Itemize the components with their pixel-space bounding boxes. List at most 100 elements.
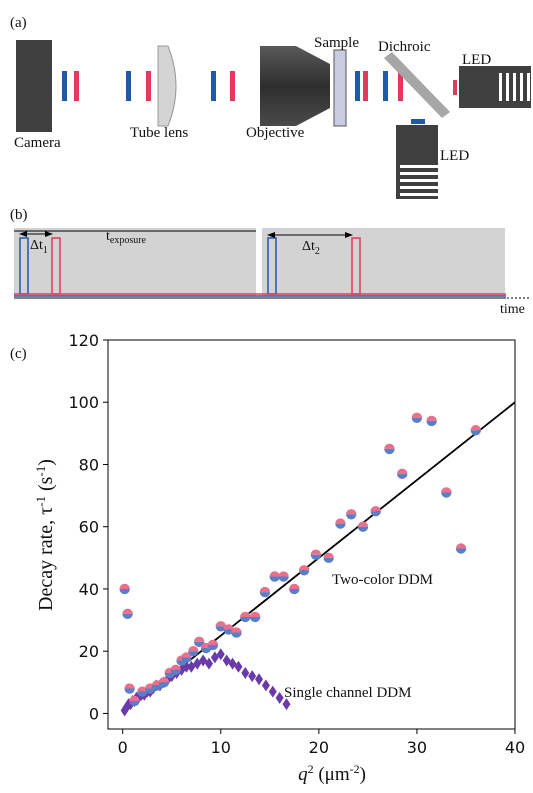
filter-blue-1 <box>62 71 67 101</box>
y-axis-ticks: 0 20 40 60 80 100 120 <box>68 331 108 723</box>
dt1-label: Δt1 <box>30 238 48 256</box>
panel-c-label: (c) <box>10 346 27 362</box>
single-channel-point <box>268 685 277 698</box>
two-color-point <box>289 583 300 595</box>
single-channel-point <box>261 679 270 692</box>
two-color-point <box>249 611 261 623</box>
y-tick-label: 0 <box>89 704 99 723</box>
two-color-point <box>357 521 369 532</box>
tube-lens-label: Tube lens <box>130 125 188 141</box>
single-channel-point <box>275 691 284 704</box>
filter-blue-3 <box>211 71 216 101</box>
sample-label: Sample <box>314 35 359 51</box>
texposure-label: texposure <box>106 229 147 246</box>
led-right-red-filter <box>453 80 457 95</box>
single-channel-series <box>120 648 291 717</box>
filter-red-4 <box>363 71 368 101</box>
single-channel-point <box>282 698 291 711</box>
y-tick-label: 40 <box>79 580 99 599</box>
led-right-label: LED <box>462 52 491 68</box>
dichroic-mirror <box>384 52 450 118</box>
filter-red-1 <box>74 71 79 101</box>
two-color-point <box>188 646 199 657</box>
x-tick-label: 30 <box>407 738 427 757</box>
two-color-series <box>119 412 481 707</box>
two-color-point <box>346 509 357 520</box>
x-tick-label: 10 <box>211 738 231 757</box>
annotation-two-color: Two-color DDM <box>332 572 433 588</box>
two-color-point <box>370 505 381 517</box>
led-bottom <box>396 125 438 199</box>
panel-c: (c) 0 10 20 30 40 0 20 40 60 80 100 120 Two-color … <box>10 331 525 785</box>
time-label: time <box>500 302 525 317</box>
led-right <box>459 66 531 108</box>
panel-a: (a) Camera Tube lens Objective Sample <box>10 15 531 199</box>
two-color-point <box>397 468 408 480</box>
two-color-point <box>170 664 181 676</box>
y-tick-label: 60 <box>79 518 99 537</box>
x-tick-label: 20 <box>309 738 329 757</box>
single-channel-point <box>216 648 225 661</box>
two-color-point <box>455 543 467 554</box>
single-channel-point <box>241 666 250 679</box>
two-color-point <box>240 611 251 623</box>
single-channel-point <box>255 673 264 686</box>
two-color-point <box>335 518 346 529</box>
dichroic-label: Dichroic <box>378 39 431 55</box>
two-color-point <box>298 565 310 576</box>
exposure-block-2 <box>262 228 505 296</box>
plot-frame <box>107 339 516 730</box>
panel-b: (b) Δt1 texposure Δt2 time <box>10 207 530 317</box>
filter-red-3 <box>230 71 235 101</box>
x-axis-label: q2 (μm-2) <box>298 762 366 785</box>
led-bottom-label: LED <box>440 148 469 164</box>
two-color-point <box>124 683 135 694</box>
x-tick-label: 40 <box>505 738 525 757</box>
annotation-single-channel: Single channel DDM <box>284 685 411 701</box>
dt2-label: Δt2 <box>302 239 320 257</box>
two-color-point <box>137 686 148 697</box>
panel-a-label: (a) <box>10 15 27 31</box>
exposure-block-1 <box>14 228 256 296</box>
two-color-point <box>119 583 130 595</box>
two-color-point <box>231 627 242 638</box>
two-color-point <box>158 677 170 688</box>
filter-red-2 <box>146 71 151 101</box>
two-color-point <box>411 412 423 423</box>
single-channel-point <box>248 670 257 683</box>
two-color-point <box>223 624 234 635</box>
two-color-point <box>269 571 280 582</box>
two-color-point <box>278 571 289 582</box>
two-color-point <box>470 425 481 436</box>
x-tick-label: 0 <box>118 738 128 757</box>
two-color-point <box>426 415 437 427</box>
camera-body <box>16 40 52 132</box>
two-color-point <box>310 549 322 560</box>
two-color-point <box>129 695 140 707</box>
objective-body <box>260 46 330 126</box>
tube-lens <box>157 45 177 127</box>
filter-blue-2 <box>126 71 131 101</box>
two-color-point <box>215 621 226 632</box>
two-color-point <box>384 443 395 455</box>
filter-blue-4 <box>355 71 360 101</box>
single-channel-point <box>234 660 243 673</box>
sample-slide <box>333 49 347 127</box>
y-tick-label: 120 <box>68 331 99 350</box>
two-color-point <box>323 552 334 564</box>
led-bottom-blue-filter <box>411 119 425 124</box>
y-tick-label: 80 <box>79 455 99 474</box>
filter-blue-5 <box>383 71 388 101</box>
y-axis-label: Decay rate, τ-1 (s-1) <box>33 459 57 611</box>
two-color-point <box>207 639 219 651</box>
filter-red-5 <box>398 71 403 101</box>
camera-label: Camera <box>14 135 61 151</box>
single-channel-point <box>205 657 214 670</box>
panel-b-label: (b) <box>10 207 28 223</box>
objective-label: Objective <box>246 125 305 141</box>
two-color-point <box>259 586 271 598</box>
two-color-point <box>122 608 133 620</box>
y-tick-label: 20 <box>79 642 99 661</box>
y-tick-label: 100 <box>68 393 99 412</box>
